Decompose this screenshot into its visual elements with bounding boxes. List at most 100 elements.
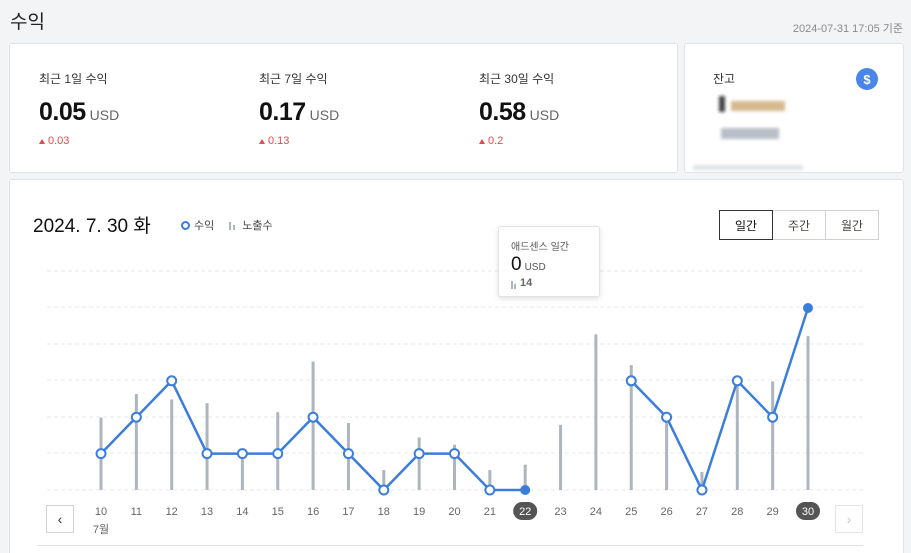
- impressions-bar: [523, 464, 527, 490]
- impressions-bar: [205, 403, 209, 490]
- dollar-icon[interactable]: $: [856, 68, 878, 90]
- stat-unit: USD: [529, 107, 560, 123]
- tab-daily[interactable]: 일간: [719, 210, 773, 240]
- tab-monthly[interactable]: 월간: [825, 210, 879, 240]
- bar-icon: [511, 281, 517, 289]
- impressions-bar: [240, 453, 244, 490]
- chart-bottom-divider: [37, 545, 863, 546]
- x-tick-label: 15: [272, 506, 284, 518]
- x-tick-badge: [796, 502, 820, 520]
- stat-label: 최근 30일 수익: [479, 72, 555, 86]
- revenue-point: [449, 448, 460, 460]
- revenue-point-selected: [803, 303, 813, 313]
- impressions-bar: [134, 394, 138, 490]
- revenue-point: [236, 448, 248, 460]
- revenue-point: [625, 375, 637, 387]
- stat-change: 0.03: [39, 135, 119, 147]
- balance-card: 잔고 $: [684, 43, 904, 173]
- impressions-bar: [559, 424, 563, 490]
- stat-value: 0.58: [479, 98, 526, 126]
- revenue-point: [130, 411, 142, 423]
- legend-line-icon: [181, 220, 190, 230]
- balance-label: 잔고: [713, 72, 736, 86]
- x-tick-label: 11: [131, 506, 142, 518]
- up-triangle-icon: [259, 138, 265, 144]
- x-tick-label: 21: [484, 506, 496, 518]
- chevron-right-icon: ›: [846, 511, 852, 527]
- legend-bar-icon: [229, 221, 237, 230]
- stat-7-day: 최근 7일 수익 0.17 USD 0.13: [259, 70, 339, 147]
- stat-change-value: 0.13: [268, 135, 290, 147]
- stat-1-day: 최근 1일 수익 0.05 USD 0.03: [39, 70, 119, 147]
- revenue-point: [307, 411, 319, 423]
- revenue-point: [661, 411, 673, 423]
- tab-weekly[interactable]: 주간: [772, 210, 826, 240]
- x-tick-label: 18: [378, 506, 390, 518]
- x-tick-label: 25: [625, 506, 637, 518]
- revenue-point: [484, 484, 496, 496]
- tooltip-value: 0: [511, 254, 522, 275]
- period-tabs: 일간 주간 월간: [719, 210, 879, 240]
- revenue-point: [201, 448, 213, 460]
- revenue-line: [630, 307, 810, 492]
- revenue-point: [95, 448, 107, 460]
- legend-revenue-label: 수익: [194, 220, 215, 232]
- stat-change: 0.13: [259, 135, 339, 147]
- x-tick-label: 30: [802, 506, 814, 518]
- stat-change-value: 0.2: [488, 135, 504, 147]
- tooltip-title: 애드센스 일간: [511, 242, 569, 253]
- x-tick-label: 17: [342, 506, 354, 518]
- x-tick-label: 19: [413, 506, 425, 518]
- stat-label: 최근 1일 수익: [39, 72, 108, 86]
- stat-unit: USD: [309, 107, 340, 123]
- stat-unit: USD: [89, 107, 120, 123]
- impressions-bar: [594, 334, 598, 490]
- chart-tooltip: 애드센스 일간 0 USD 14: [498, 226, 600, 297]
- impressions-bar: [700, 471, 704, 490]
- chart-date: 2024. 7. 30 화: [33, 216, 151, 237]
- impressions-bar: [311, 361, 315, 490]
- stat-label: 최근 7일 수익: [259, 72, 328, 86]
- x-tick-label: 16: [307, 506, 319, 518]
- chevron-left-icon: ‹: [57, 511, 63, 527]
- revenue-point: [342, 448, 354, 460]
- stat-change-value: 0.03: [48, 135, 70, 147]
- x-tick-label: 13: [201, 506, 213, 518]
- impressions-bar: [453, 444, 456, 490]
- revenue-point: [378, 484, 390, 496]
- x-tick-label: 29: [767, 506, 779, 518]
- impressions-bar: [806, 336, 810, 490]
- x-tick-label: 24: [590, 506, 602, 518]
- chart-next-button[interactable]: ›: [835, 505, 863, 533]
- x-tick-label: 22: [519, 506, 531, 518]
- timestamp: 2024-07-31 17:05 기준: [792, 23, 903, 35]
- tooltip-impressions: 14: [511, 277, 532, 289]
- tooltip-unit: USD: [524, 262, 546, 273]
- x-tick-label: 20: [448, 506, 460, 518]
- legend-impressions-label: 노출수: [242, 220, 273, 232]
- x-tick-badge: [513, 502, 538, 520]
- impressions-bar: [417, 437, 421, 490]
- impressions-bar: [170, 399, 174, 490]
- up-triangle-icon: [479, 138, 485, 144]
- revenue-point: [696, 484, 708, 496]
- x-tick-label: 27: [696, 506, 708, 518]
- x-month-label: 7월: [93, 523, 109, 536]
- impressions-bar: [382, 470, 386, 490]
- page-title: 수익: [10, 12, 45, 33]
- revenue-point: [413, 448, 425, 460]
- up-triangle-icon: [39, 138, 45, 144]
- x-tick-label: 10: [95, 506, 107, 518]
- stat-change: 0.2: [479, 135, 559, 147]
- stat-30-day: 최근 30일 수익 0.58 USD 0.2: [479, 70, 559, 147]
- stat-value: 0.17: [259, 98, 306, 126]
- impressions-bar: [771, 381, 775, 490]
- x-tick-label: 12: [166, 506, 178, 518]
- revenue-point: [166, 375, 178, 387]
- revenue-point: [272, 448, 284, 460]
- x-tick-label: 26: [660, 506, 672, 518]
- impressions-bar: [629, 365, 633, 490]
- impressions-bar: [735, 383, 739, 490]
- chart-prev-button[interactable]: ‹: [46, 505, 74, 533]
